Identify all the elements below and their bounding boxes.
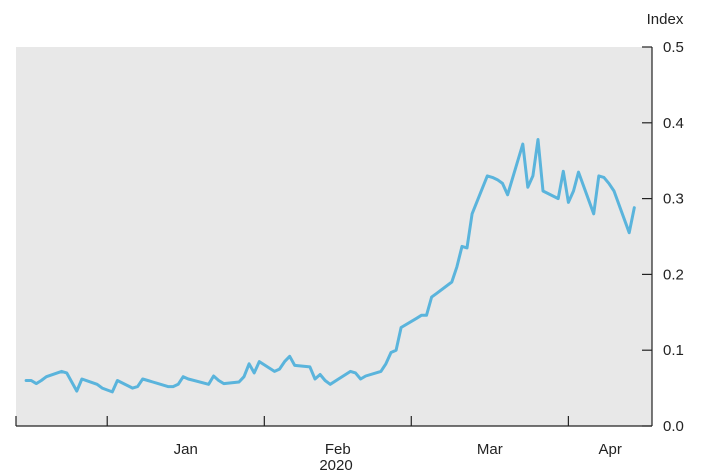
x-tick-label: Mar [477, 441, 503, 458]
y-tick-label: 0.2 [663, 266, 684, 283]
x-axis: Jan Feb Mar Apr [15, 416, 652, 458]
y-tick-label: 0.5 [663, 39, 684, 56]
y-tick-label: 0.0 [663, 418, 684, 435]
y-tick-label: 0.4 [663, 115, 684, 132]
y-tick-label: 0.1 [663, 342, 684, 359]
y-axis: 0.0 0.1 0.2 0.3 0.4 0.5 [642, 39, 684, 435]
x-tick-label: Apr [599, 441, 622, 458]
y-tick-label: 0.3 [663, 191, 684, 208]
plot-area [16, 47, 652, 426]
x-axis-title: 2020 [319, 457, 352, 474]
x-tick-label: Feb [325, 441, 351, 458]
data-series-line [24, 138, 636, 394]
y-axis-title: Index [647, 11, 684, 28]
x-tick-label: Jan [174, 441, 198, 458]
